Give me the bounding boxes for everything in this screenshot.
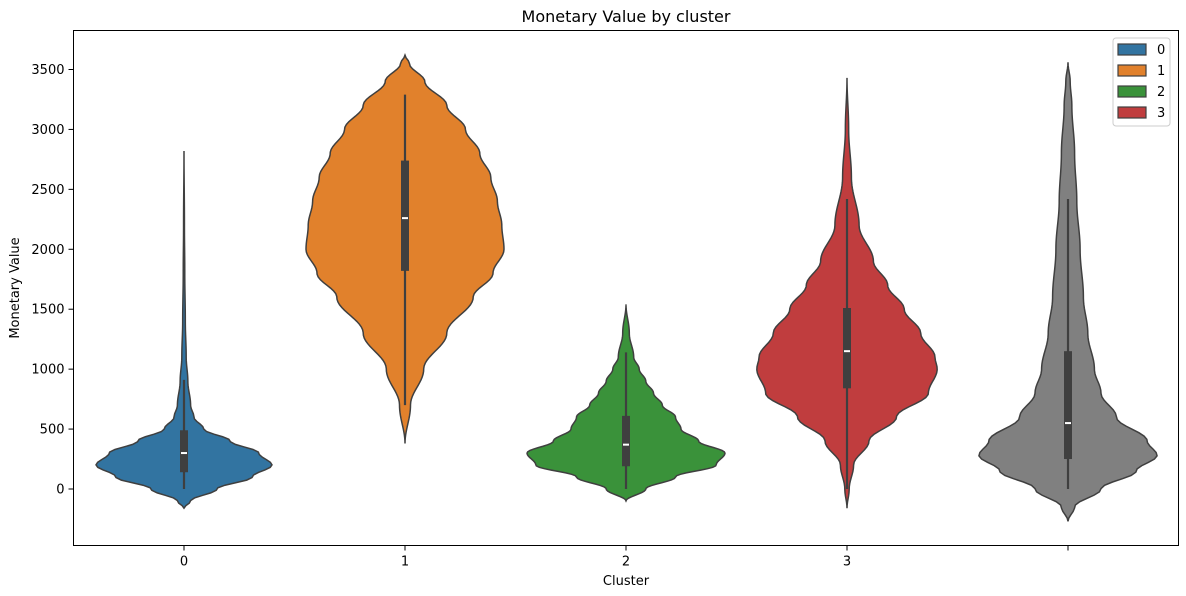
plot-area (95, 53, 1158, 522)
legend-swatch (1117, 85, 1147, 98)
x-tick-label: 0 (180, 555, 188, 570)
violin-iqr-box-0 (180, 430, 188, 473)
legend: 0 1 2 3 (1112, 37, 1171, 127)
legend-label: 0 (1157, 43, 1165, 58)
y-axis-title: Monetary Value (8, 237, 23, 338)
legend-label: 3 (1157, 106, 1165, 121)
x-tick-label: 1 (401, 555, 409, 570)
y-tick-label: 0 (56, 483, 64, 498)
x-axis: 0 1 2 3 (180, 545, 1069, 570)
violin-iqr-box-1 (401, 160, 409, 271)
y-tick-label: 1500 (31, 303, 64, 318)
y-tick-label: 500 (40, 423, 65, 438)
x-tick-label: 3 (843, 555, 851, 570)
y-tick-label: 3500 (31, 63, 64, 78)
x-tick-label: 2 (622, 555, 630, 570)
y-axis: 0 500 1000 1500 2000 2500 3000 3500 (31, 63, 74, 498)
y-tick-label: 1000 (31, 363, 64, 378)
violin-iqr-box-unlabeled (1064, 351, 1072, 460)
legend-label: 2 (1157, 85, 1165, 100)
violin-body-0 (95, 150, 273, 510)
legend-box (1112, 37, 1171, 127)
violin-iqr-box-2 (622, 415, 630, 467)
y-tick-label: 2500 (31, 183, 64, 198)
legend-label: 1 (1157, 64, 1165, 79)
y-tick-label: 2000 (31, 243, 64, 258)
legend-swatch (1117, 43, 1147, 56)
y-tick-label: 3000 (31, 123, 64, 138)
violin-iqr-box-3 (843, 308, 851, 389)
x-axis-title: Cluster (603, 574, 650, 589)
legend-swatch (1117, 106, 1147, 119)
legend-swatch (1117, 64, 1147, 77)
chart-title: Monetary Value by cluster (522, 7, 731, 26)
